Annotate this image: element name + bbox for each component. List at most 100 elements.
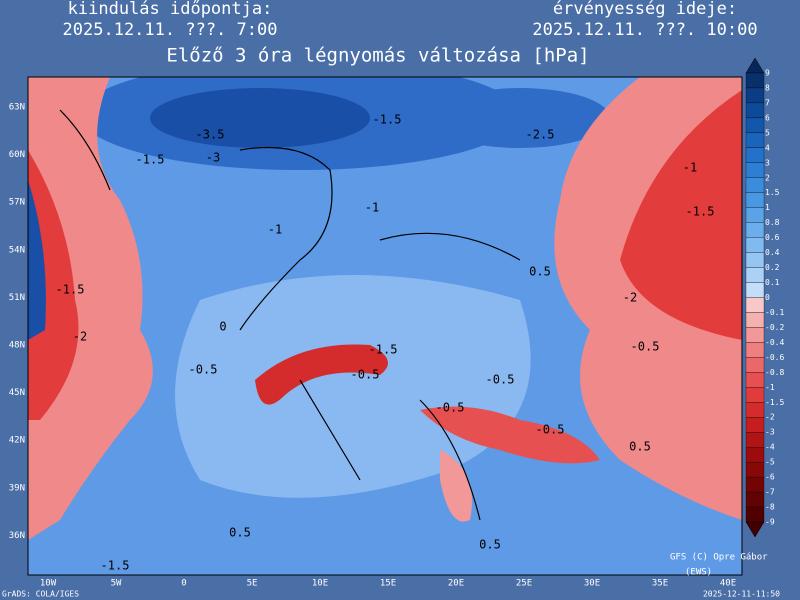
colorbar-label: 0 xyxy=(765,293,770,302)
lat-label: 54N xyxy=(9,245,25,255)
valid-time: 2025.12.11. ???. 10:00 xyxy=(532,20,757,40)
colorbar-band xyxy=(745,342,765,358)
colorbar-label: 4 xyxy=(765,143,770,152)
colorbar-band xyxy=(745,506,765,523)
field-dark-blue xyxy=(430,88,610,148)
colorbar-label: 9 xyxy=(765,69,770,78)
colorbar-label: -2 xyxy=(765,413,775,422)
colorbar-label: -7 xyxy=(765,488,775,497)
colorbar-band xyxy=(745,222,765,238)
map-field xyxy=(28,77,742,575)
colorbar-label: -3 xyxy=(765,428,775,437)
colorbar-band xyxy=(745,327,765,343)
colorbar-band xyxy=(745,72,765,89)
lon-label: 20E xyxy=(448,579,464,589)
contour-label: -1.5 xyxy=(686,205,715,219)
lon-label: 30E xyxy=(584,579,600,589)
colorbar-band xyxy=(745,297,765,313)
lon-label: 35E xyxy=(652,579,668,589)
contour-label: -3 xyxy=(206,151,220,165)
init-label: kiindulás időpontja: xyxy=(68,0,273,19)
colorbar-band xyxy=(745,461,765,478)
colorbar-band xyxy=(745,252,765,268)
lat-label: 36N xyxy=(9,531,25,541)
colorbar-label: -9 xyxy=(765,518,775,527)
credit: GFS (C) Opre Gábor xyxy=(670,553,768,563)
contour-label: -1 xyxy=(268,223,282,237)
contour-label: -0.5 xyxy=(631,340,660,354)
contour-label: -1.5 xyxy=(56,283,85,297)
map-frame xyxy=(27,76,743,576)
contour-label: 0.5 xyxy=(529,265,551,279)
map-title: Előző 3 óra légnyomás változása [hPa] xyxy=(166,45,589,67)
field-blue-edge xyxy=(28,180,46,340)
field-red-alps xyxy=(255,344,388,405)
colorbar-label: -0.2 xyxy=(765,323,784,332)
colorbar-label: 0.6 xyxy=(765,233,780,242)
colorbar-band xyxy=(745,147,765,163)
colorbar-label: -4 xyxy=(765,443,775,452)
lat-label: 57N xyxy=(9,198,25,208)
contour-label: -0.5 xyxy=(351,368,380,382)
colorbar-label: 8 xyxy=(765,83,770,92)
lon-label: 10E xyxy=(312,579,328,589)
field-light-blue xyxy=(175,275,531,498)
colorbar-band xyxy=(745,177,765,193)
colorbar-band xyxy=(745,117,765,134)
field-red-east-core xyxy=(620,90,742,340)
colorbar-band xyxy=(745,207,765,223)
contour-label: -1.5 xyxy=(136,153,165,167)
lat-label: 39N xyxy=(9,483,25,493)
colorbar-label: 7 xyxy=(765,98,770,107)
field-red-west xyxy=(28,77,153,540)
lon-label: 40E xyxy=(720,579,736,589)
contour-label: 0.5 xyxy=(629,440,651,454)
field-red-balkans xyxy=(420,406,600,464)
lat-label: 60N xyxy=(9,150,25,160)
colorbar-band xyxy=(745,312,765,328)
lat-label: 42N xyxy=(9,436,25,446)
contour-label: -1.5 xyxy=(369,343,398,357)
colorbar-band xyxy=(745,387,765,403)
contour-label: 0.5 xyxy=(479,538,501,552)
colorbar-band xyxy=(745,491,765,508)
colorbar-label: -0.1 xyxy=(765,308,784,317)
contour-label: 0.5 xyxy=(229,526,251,540)
colorbar-band xyxy=(745,162,765,178)
lat-label: 48N xyxy=(9,341,25,351)
colorbar-band xyxy=(745,192,765,208)
contour-label: -3.5 xyxy=(196,128,225,142)
colorbar-label: 2 xyxy=(765,173,770,182)
contour-label: -2 xyxy=(73,330,87,344)
colorbar-label: 0.8 xyxy=(765,218,780,227)
colorbar-band xyxy=(745,372,765,388)
colorbar-label: -0.8 xyxy=(765,368,784,377)
lon-label: 10W xyxy=(40,579,57,589)
lat-label: 51N xyxy=(9,293,25,303)
contour-label: -1 xyxy=(683,161,697,175)
field-darkest-blue xyxy=(150,88,370,148)
contour-label: -0.5 xyxy=(536,423,565,437)
lon-label: 15E xyxy=(380,579,396,589)
contour-label: -2 xyxy=(623,291,637,305)
colorbar-band xyxy=(745,432,765,448)
colorbar-band xyxy=(745,237,765,253)
valid-label: érvényesség ideje: xyxy=(553,0,737,19)
lon-label: 25E xyxy=(516,579,532,589)
colorbar-label: 0.4 xyxy=(765,248,780,257)
lat-label: 45N xyxy=(9,388,25,398)
init-time: 2025.12.11. ???. 7:00 xyxy=(63,20,278,40)
colorbar-band xyxy=(745,402,765,418)
colorbar-label: 1 xyxy=(765,203,770,212)
timestamp: 2025-12-11-11:50 xyxy=(703,590,780,599)
lon-label: 5W xyxy=(111,579,122,589)
contour-label: -1.5 xyxy=(101,559,130,573)
colorbar-label: 5 xyxy=(765,128,770,137)
colorbar-band xyxy=(745,267,765,283)
colorbar-label: -6 xyxy=(765,473,775,482)
field-red-west-core xyxy=(28,150,79,420)
colorbar-label: -8 xyxy=(765,503,775,512)
contour-label: -0.5 xyxy=(486,373,515,387)
colorbar-label: -0.4 xyxy=(765,338,784,347)
